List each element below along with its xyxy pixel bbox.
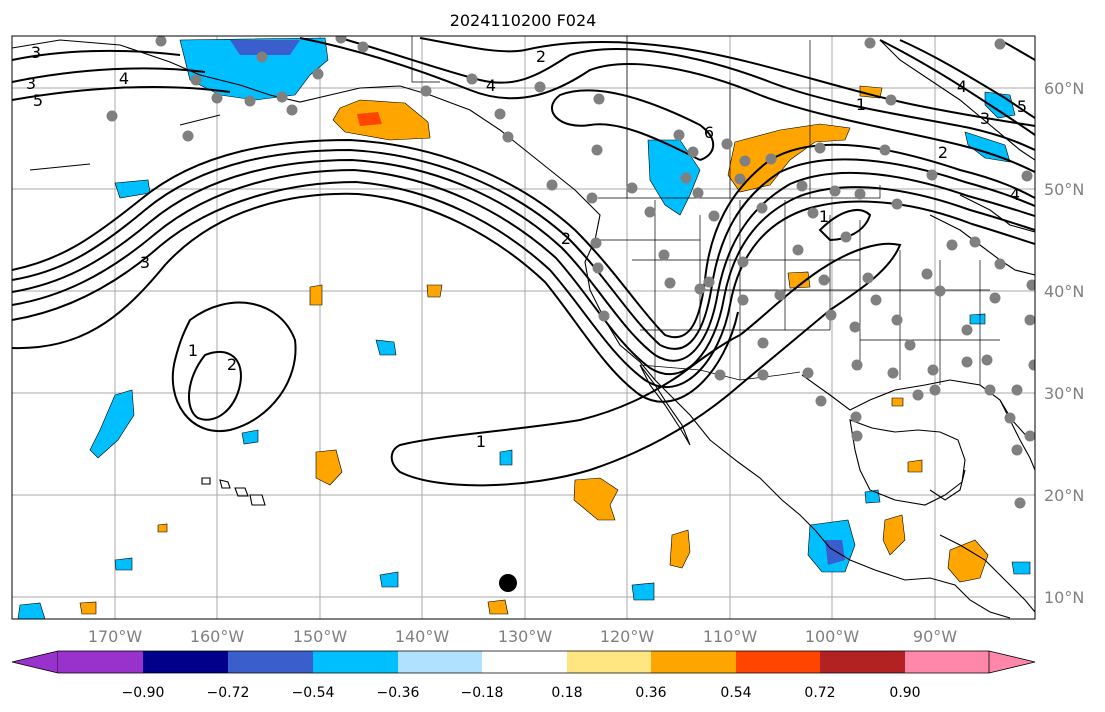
svg-text:5: 5 <box>1017 97 1027 116</box>
svg-text:4: 4 <box>486 76 496 95</box>
map-content: 3 3 5 4 3 1 2 1 2 2 4 6 1 2 4 1 4 3 5 <box>12 36 1035 619</box>
svg-text:1: 1 <box>476 432 486 451</box>
svg-text:4: 4 <box>119 69 129 88</box>
svg-text:4: 4 <box>1010 185 1020 204</box>
lat-label-40n: 40°N <box>1044 282 1084 301</box>
lon-label-130w: 130°W <box>498 627 553 646</box>
svg-text:5: 5 <box>33 91 43 110</box>
svg-text:2: 2 <box>561 229 571 248</box>
colorbar-segment <box>313 651 398 673</box>
lon-label-120w: 120°W <box>600 627 655 646</box>
lat-label-50n: 50°N <box>1044 180 1084 199</box>
contour-labels: 3 3 5 4 3 1 2 1 2 2 4 6 1 2 4 1 4 3 5 <box>26 43 1027 451</box>
colorbar-tick-label: 0.18 <box>551 685 582 701</box>
anomaly-shading <box>17 37 1031 619</box>
longitude-labels: 170°W 160°W 150°W 140°W 130°W 120°W 110°… <box>88 627 957 646</box>
map-title: 2024110200 F024 <box>450 11 597 30</box>
colorbar-tick-label: −0.18 <box>461 685 504 701</box>
colorbar: −0.90 −0.72 −0.54 −0.36 −0.18 0.18 0.36 … <box>11 650 1036 701</box>
colorbar-segment <box>58 651 143 673</box>
svg-text:2: 2 <box>536 47 546 66</box>
lon-label-110w: 110°W <box>703 627 758 646</box>
svg-text:1: 1 <box>856 95 866 114</box>
contour-lines <box>12 37 1035 487</box>
lat-label-30n: 30°N <box>1044 384 1084 403</box>
colorbar-segment <box>820 651 905 673</box>
colorbar-tick-label: 0.90 <box>889 685 920 701</box>
svg-text:3: 3 <box>26 74 36 93</box>
colorbar-segment <box>567 651 651 673</box>
coastlines <box>12 39 1035 619</box>
svg-text:1: 1 <box>819 207 829 226</box>
colorbar-tick-label: −0.90 <box>122 685 165 701</box>
colorbar-segment <box>398 651 482 673</box>
colorbar-segment <box>11 650 59 674</box>
svg-text:3: 3 <box>31 43 41 62</box>
colorbar-segment <box>228 651 313 673</box>
svg-text:4: 4 <box>957 77 967 96</box>
latitude-labels: 60°N 50°N 40°N 30°N 20°N 10°N <box>1044 79 1084 607</box>
svg-text:3: 3 <box>140 253 150 272</box>
colorbar-tick-label: 0.36 <box>635 685 666 701</box>
colorbar-tick-label: 0.72 <box>804 685 835 701</box>
colorbar-segment <box>988 650 1036 674</box>
lat-label-10n: 10°N <box>1044 588 1084 607</box>
station-markers <box>106 36 1035 509</box>
svg-text:2: 2 <box>227 355 237 374</box>
colorbar-segment <box>482 651 567 673</box>
colorbar-tick-label: −0.54 <box>292 685 335 701</box>
lon-label-160w: 160°W <box>190 627 245 646</box>
colorbar-segment <box>905 651 989 673</box>
colorbar-segment <box>736 651 820 673</box>
map-area <box>12 36 1035 619</box>
colorbar-tick-label: −0.36 <box>377 685 420 701</box>
svg-text:6: 6 <box>704 123 714 142</box>
svg-text:2: 2 <box>938 143 948 162</box>
colorbar-tick-label: −0.72 <box>207 685 250 701</box>
lon-label-150w: 150°W <box>293 627 348 646</box>
lon-label-100w: 100°W <box>805 627 860 646</box>
colorbar-segment <box>143 651 228 673</box>
colorbar-tick-label: 0.54 <box>720 685 751 701</box>
lon-label-140w: 140°W <box>395 627 450 646</box>
political-borders <box>411 36 1000 385</box>
position-marker <box>499 574 517 592</box>
lon-label-90w: 90°W <box>913 627 957 646</box>
lon-label-170w: 170°W <box>88 627 143 646</box>
colorbar-segment <box>651 651 736 673</box>
map-border <box>11 35 1036 620</box>
lat-label-60n: 60°N <box>1044 79 1084 98</box>
lat-label-20n: 20°N <box>1044 486 1084 505</box>
svg-text:3: 3 <box>980 109 990 128</box>
svg-text:1: 1 <box>188 341 198 360</box>
